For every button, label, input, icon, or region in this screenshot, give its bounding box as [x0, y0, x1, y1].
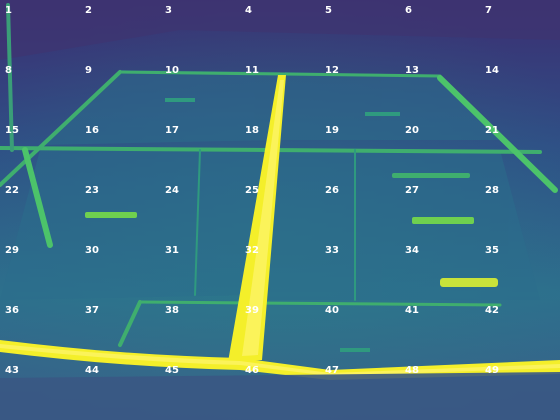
grid-label: 23: [85, 185, 99, 196]
grid-label: 28: [485, 185, 499, 196]
grid-label: 25: [245, 185, 259, 196]
grid-label: 4: [245, 5, 252, 16]
grid-label: 2: [85, 5, 92, 16]
grid-label: 24: [165, 185, 179, 196]
grid-label: 15: [5, 125, 19, 136]
lower-band: [0, 372, 560, 420]
grid-label: 48: [405, 365, 419, 376]
grid-label: 49: [485, 365, 499, 376]
grid-label: 32: [245, 245, 259, 256]
grid-label: 30: [85, 245, 99, 256]
grid-label: 41: [405, 305, 419, 316]
grid-label: 45: [165, 365, 179, 376]
grid-label: 36: [5, 305, 19, 316]
grid-label: 1: [5, 5, 12, 16]
grid-label: 9: [85, 65, 92, 76]
grid-label: 17: [165, 125, 179, 136]
grid-label: 38: [165, 305, 179, 316]
grid-label: 35: [485, 245, 499, 256]
grid-label: 5: [325, 5, 332, 16]
grid-label: 6: [405, 5, 412, 16]
grid-label: 10: [165, 65, 179, 76]
grid-label: 12: [325, 65, 339, 76]
hot-bottom-wire-highlight: [0, 344, 560, 376]
grid-label: 26: [325, 185, 339, 196]
hot-vertical-wire-core: [242, 80, 284, 356]
wire-lines: [0, 3, 558, 347]
warm-patches: [85, 98, 498, 352]
grid-label: 14: [485, 65, 499, 76]
grid-label: 47: [325, 365, 339, 376]
grid-label: 37: [85, 305, 99, 316]
grid-label: 33: [325, 245, 339, 256]
grid-label: 44: [85, 365, 99, 376]
grid-label: 46: [245, 365, 259, 376]
grid-label: 21: [485, 125, 499, 136]
grid-label: 27: [405, 185, 419, 196]
grid-label: 13: [405, 65, 419, 76]
grid-label: 3: [165, 5, 172, 16]
grid-label: 20: [405, 125, 419, 136]
grid-label: 40: [325, 305, 339, 316]
grid-label: 16: [85, 125, 99, 136]
grid-label: 18: [245, 125, 259, 136]
grid-label: 43: [5, 365, 19, 376]
grid-label: 22: [5, 185, 19, 196]
grid-label: 39: [245, 305, 259, 316]
grid-label: 31: [165, 245, 179, 256]
grid-label: 42: [485, 305, 499, 316]
grid-label: 8: [5, 65, 12, 76]
grid-label: 29: [5, 245, 19, 256]
grid-label: 7: [485, 5, 492, 16]
grid-label: 19: [325, 125, 339, 136]
upper-wall: [0, 0, 560, 60]
grid-label: 34: [405, 245, 419, 256]
grid-label: 11: [245, 65, 259, 76]
floor-panels: [0, 70, 540, 300]
